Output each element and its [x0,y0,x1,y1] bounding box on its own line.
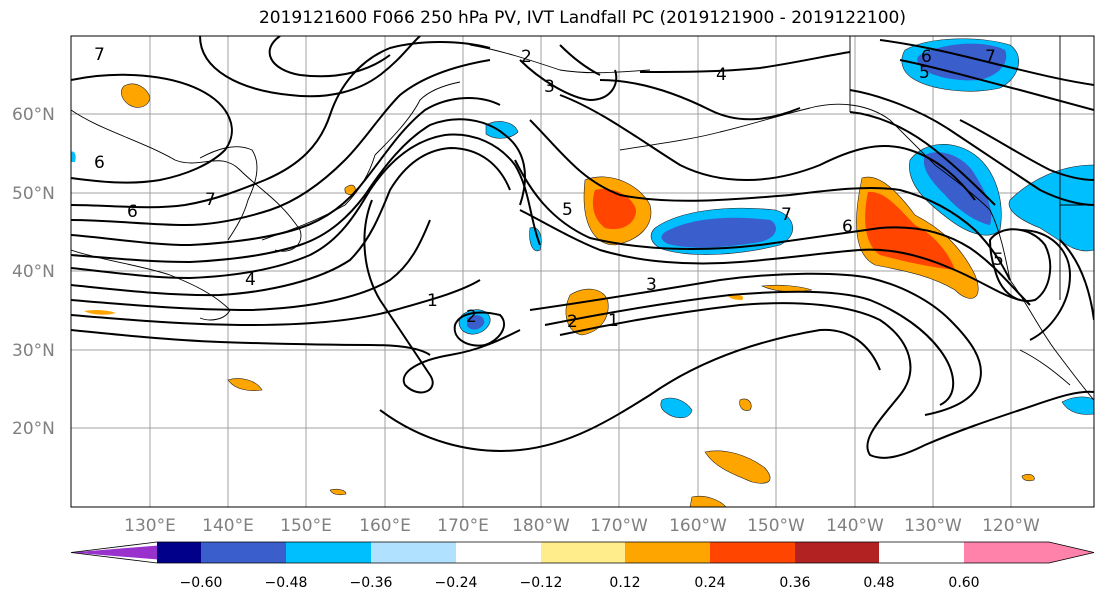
lat-label: 40°N [12,262,55,282]
colorbar-tick-label: 0.60 [948,575,979,591]
lat-label: 20°N [12,419,55,439]
pv-contour-label: 2 [567,312,578,332]
pv-contour-label: 4 [245,270,256,290]
lon-label: 150°E [280,516,332,536]
pv-contour-label: 7 [781,205,792,225]
latitude-labels: 60°N 50°N 40°N 30°N 20°N [12,105,55,439]
pv-contour-label: 5 [562,200,573,220]
pv-contour-label: 3 [646,275,657,295]
pv-contour-label: 3 [544,77,555,97]
colorbar-segment [456,542,541,563]
colorbar-segment [625,542,710,563]
colorbar-segment [286,542,371,563]
lon-label: 120°W [982,516,1040,536]
colorbar-segment [201,542,286,563]
pv-contour-label: 7 [985,47,996,67]
pv-contour-label: 5 [993,250,1004,270]
lon-label: 130°W [904,516,962,536]
colorbar-segment [541,542,625,563]
pv-contour-label: 7 [205,190,216,210]
colorbar-tick-label: −0.12 [520,575,563,591]
colorbar-outline [70,541,1095,564]
colorbar-ticks: −0.60 −0.48 −0.36 −0.24 −0.12 0.12 0.24 … [180,575,980,591]
colorbar-tick-label: −0.48 [265,575,308,591]
lat-label: 50°N [12,184,55,204]
pv-contour-label: 6 [127,202,138,222]
pv-contour-labels: 7 6 7 4 1 2 3 2 1 3 5 4 2 7 6 6 5 7 5 6 [94,45,1004,332]
colorbar-tick-label: 0.36 [779,575,810,591]
lon-label: 180°W [512,516,570,536]
colorbar-extend-high [964,542,1094,563]
pv-contour-label: 7 [94,45,105,65]
pv-contour-label: 2 [466,307,477,327]
map-title: 2019121600 F066 250 hPa PV, IVT Landfall… [258,8,906,28]
colorbar-tick-label: 0.12 [609,575,640,591]
longitude-labels: 130°E 140°E 150°E 160°E 170°E 180°W 170°… [124,516,1040,536]
pv-contour-label: 1 [608,311,619,331]
colorbar-segment [157,542,201,563]
map-frame [70,35,1095,508]
lon-label: 150°W [747,516,805,536]
colorbar-segment [795,542,879,563]
pv-contour-label: 6 [94,153,105,173]
lon-label: 170°W [590,516,648,536]
colorbar [70,541,1095,564]
colorbar-tick-label: −0.60 [180,575,223,591]
lon-label: 170°E [437,516,489,536]
colorbar-tick-label: −0.24 [435,575,478,591]
pv-contours [71,36,1094,459]
lat-label: 60°N [12,105,55,125]
pv-contour-label: 6 [921,47,932,67]
lon-label: 160°E [359,516,411,536]
colorbar-segment [371,542,456,563]
colorbar-tick-label: 0.48 [863,575,894,591]
pv-contour-label: 2 [521,47,532,67]
lon-label: 130°E [124,516,176,536]
ivt-negative-shading [71,38,1094,419]
lat-label: 30°N [12,341,55,361]
colorbar-tick-label: 0.24 [694,575,725,591]
colorbar-segment [710,542,795,563]
lon-label: 160°W [669,516,727,536]
pv-contour-label: 5 [919,63,930,83]
lon-label: 140°W [826,516,884,536]
pv-contour-label: 6 [842,217,853,237]
colorbar-tick-label: −0.36 [350,575,393,591]
lon-label: 140°E [202,516,254,536]
pv-contour-label: 1 [427,291,438,311]
pv-contour-label: 4 [716,65,727,85]
